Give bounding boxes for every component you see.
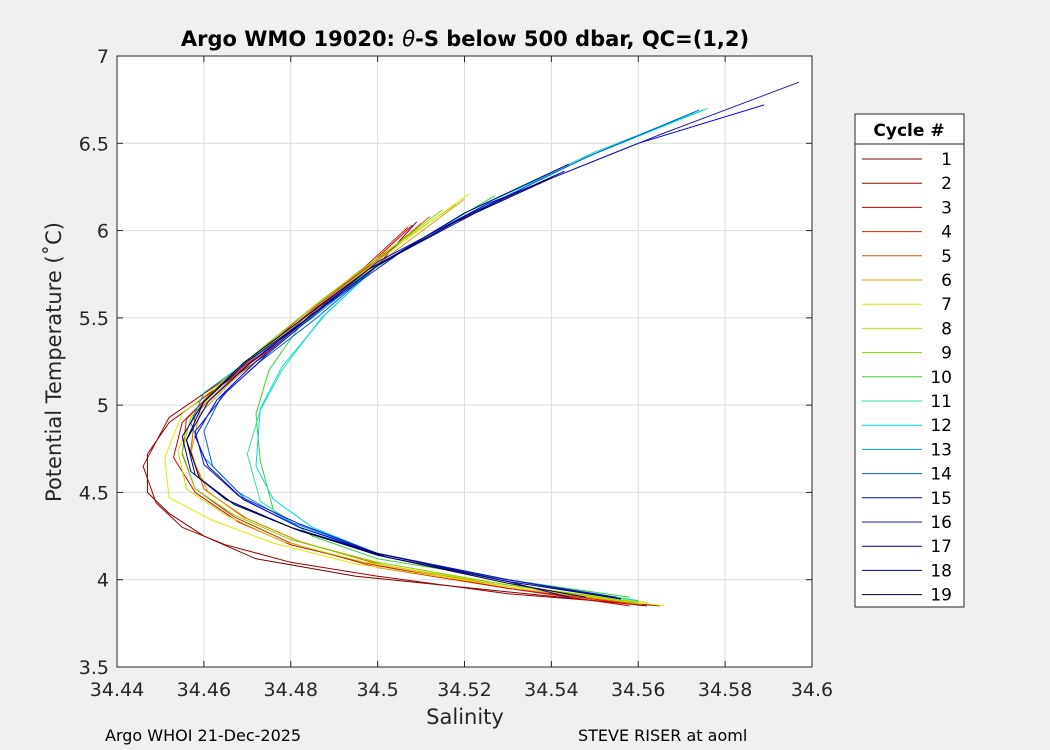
y-tick-label: 4.5 xyxy=(79,482,109,504)
legend-label-cycle-8: 8 xyxy=(941,319,952,339)
y-tick-label: 6 xyxy=(97,221,109,243)
legend-label-cycle-7: 7 xyxy=(941,295,952,315)
legend-label-cycle-4: 4 xyxy=(941,223,952,243)
legend-label-cycle-15: 15 xyxy=(930,489,952,509)
x-tick-label: 34.52 xyxy=(437,679,491,701)
legend-label-cycle-19: 19 xyxy=(930,586,952,606)
legend-label-cycle-10: 10 xyxy=(930,368,952,388)
footer-right: STEVE RISER at aoml xyxy=(578,726,747,745)
x-tick-label: 34.46 xyxy=(177,679,231,701)
legend-box xyxy=(854,113,965,608)
legend-label-cycle-11: 11 xyxy=(930,392,952,412)
x-tick-label: 34.44 xyxy=(90,679,144,701)
legend-label-cycle-13: 13 xyxy=(930,440,952,460)
legend-label-cycle-3: 3 xyxy=(941,198,952,218)
x-tick-label: 34.54 xyxy=(524,679,578,701)
chart-title: Argo WMO 19020: θ-S below 500 dbar, QC=(… xyxy=(181,27,749,51)
x-axis-label: Salinity xyxy=(426,705,504,729)
y-tick-label: 4 xyxy=(97,570,109,592)
chart-title-prefix: Argo WMO 19020: xyxy=(181,27,402,51)
x-tick-label: 34.6 xyxy=(791,679,833,701)
legend-label-cycle-16: 16 xyxy=(930,513,952,533)
legend-label-cycle-12: 12 xyxy=(930,416,952,436)
y-tick-label: 7 xyxy=(97,46,109,68)
series-line-cycle-1 xyxy=(146,221,647,607)
series-line-cycle-9 xyxy=(181,209,639,603)
y-tick-label: 6.5 xyxy=(79,133,109,155)
y-tick-label: 5.5 xyxy=(79,308,109,330)
legend-label-cycle-9: 9 xyxy=(941,344,952,364)
x-tick-label: 34.5 xyxy=(356,679,398,701)
chart-title-theta: θ xyxy=(402,27,415,51)
legend-label-cycle-14: 14 xyxy=(930,465,952,485)
series-line-cycle-19 xyxy=(186,177,587,598)
x-tick-label: 34.48 xyxy=(264,679,318,701)
y-tick-label: 3.5 xyxy=(79,657,109,679)
y-tick-label: 5 xyxy=(97,395,109,417)
x-tick-label: 34.58 xyxy=(698,679,752,701)
legend-label-cycle-1: 1 xyxy=(941,150,952,170)
x-tick-label: 34.56 xyxy=(611,679,665,701)
series-line-cycle-18 xyxy=(181,170,569,598)
footer-left: Argo WHOI 21-Dec-2025 xyxy=(105,726,301,745)
y-axis-label: Potential Temperature (˚C) xyxy=(42,222,66,502)
legend-title: Cycle # xyxy=(873,121,944,141)
axis-ticks: 34.44 34.46 34.48 34.5 34.52 34.54 34.56 34.58 3… xyxy=(79,46,833,701)
legend-label-cycle-5: 5 xyxy=(941,247,952,267)
legend-label-cycle-17: 17 xyxy=(930,537,952,557)
legend-label-cycle-2: 2 xyxy=(941,174,952,194)
series-lines xyxy=(142,81,800,607)
legend-label-cycle-6: 6 xyxy=(941,271,952,291)
legend-label-cycle-18: 18 xyxy=(930,561,952,581)
chart-title-suffix: -S below 500 dbar, QC=(1,2) xyxy=(415,27,749,51)
